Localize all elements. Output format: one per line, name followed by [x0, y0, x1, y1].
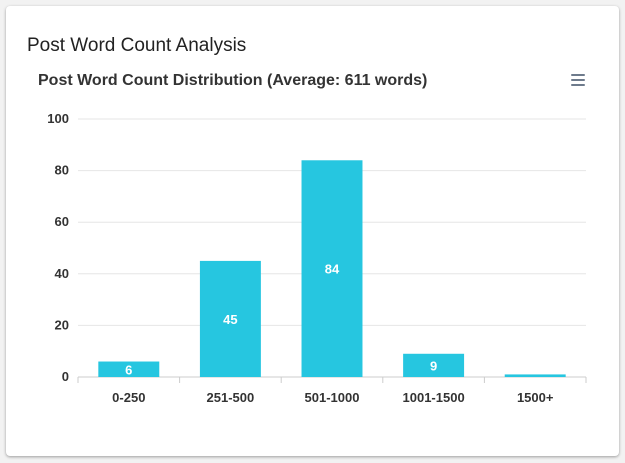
bar: [199, 260, 261, 377]
card-title: Post Word Count Analysis: [27, 35, 247, 56]
chart-title: Post Word Count Distribution (Average: 6…: [38, 72, 428, 89]
bar: [403, 353, 465, 377]
x-tick-label: 501-1000: [305, 390, 360, 405]
bar: [504, 374, 566, 377]
y-tick-label: 60: [55, 214, 69, 229]
y-tick-label: 80: [55, 163, 69, 178]
y-tick-label: 40: [55, 266, 69, 281]
y-tick-label: 0: [62, 369, 69, 384]
bar: [98, 361, 160, 377]
menu-line: [571, 79, 585, 81]
x-tick-label: 0-250: [112, 390, 145, 405]
menu-line: [571, 74, 585, 76]
data-label: 6: [125, 362, 132, 377]
y-tick-label: 20: [55, 317, 69, 332]
y-tick-label: 100: [47, 111, 69, 126]
x-tick-label: 1001-1500: [403, 390, 465, 405]
x-tick-label: 251-500: [207, 390, 255, 405]
menu-line: [571, 84, 585, 86]
data-label: 9: [430, 358, 437, 373]
bar-chart: 0 20 40 60 80 100 6 0-250 45 251-500 84 501-1000 9 10…: [47, 111, 587, 405]
data-label: 45: [223, 312, 237, 327]
hamburger-menu-icon[interactable]: [569, 72, 587, 88]
bar: [301, 160, 363, 377]
data-label: 84: [325, 262, 340, 277]
x-tick-label: 1500+: [517, 390, 554, 405]
chart-card: Post Word Count Analysis Post Word Count…: [6, 6, 619, 456]
